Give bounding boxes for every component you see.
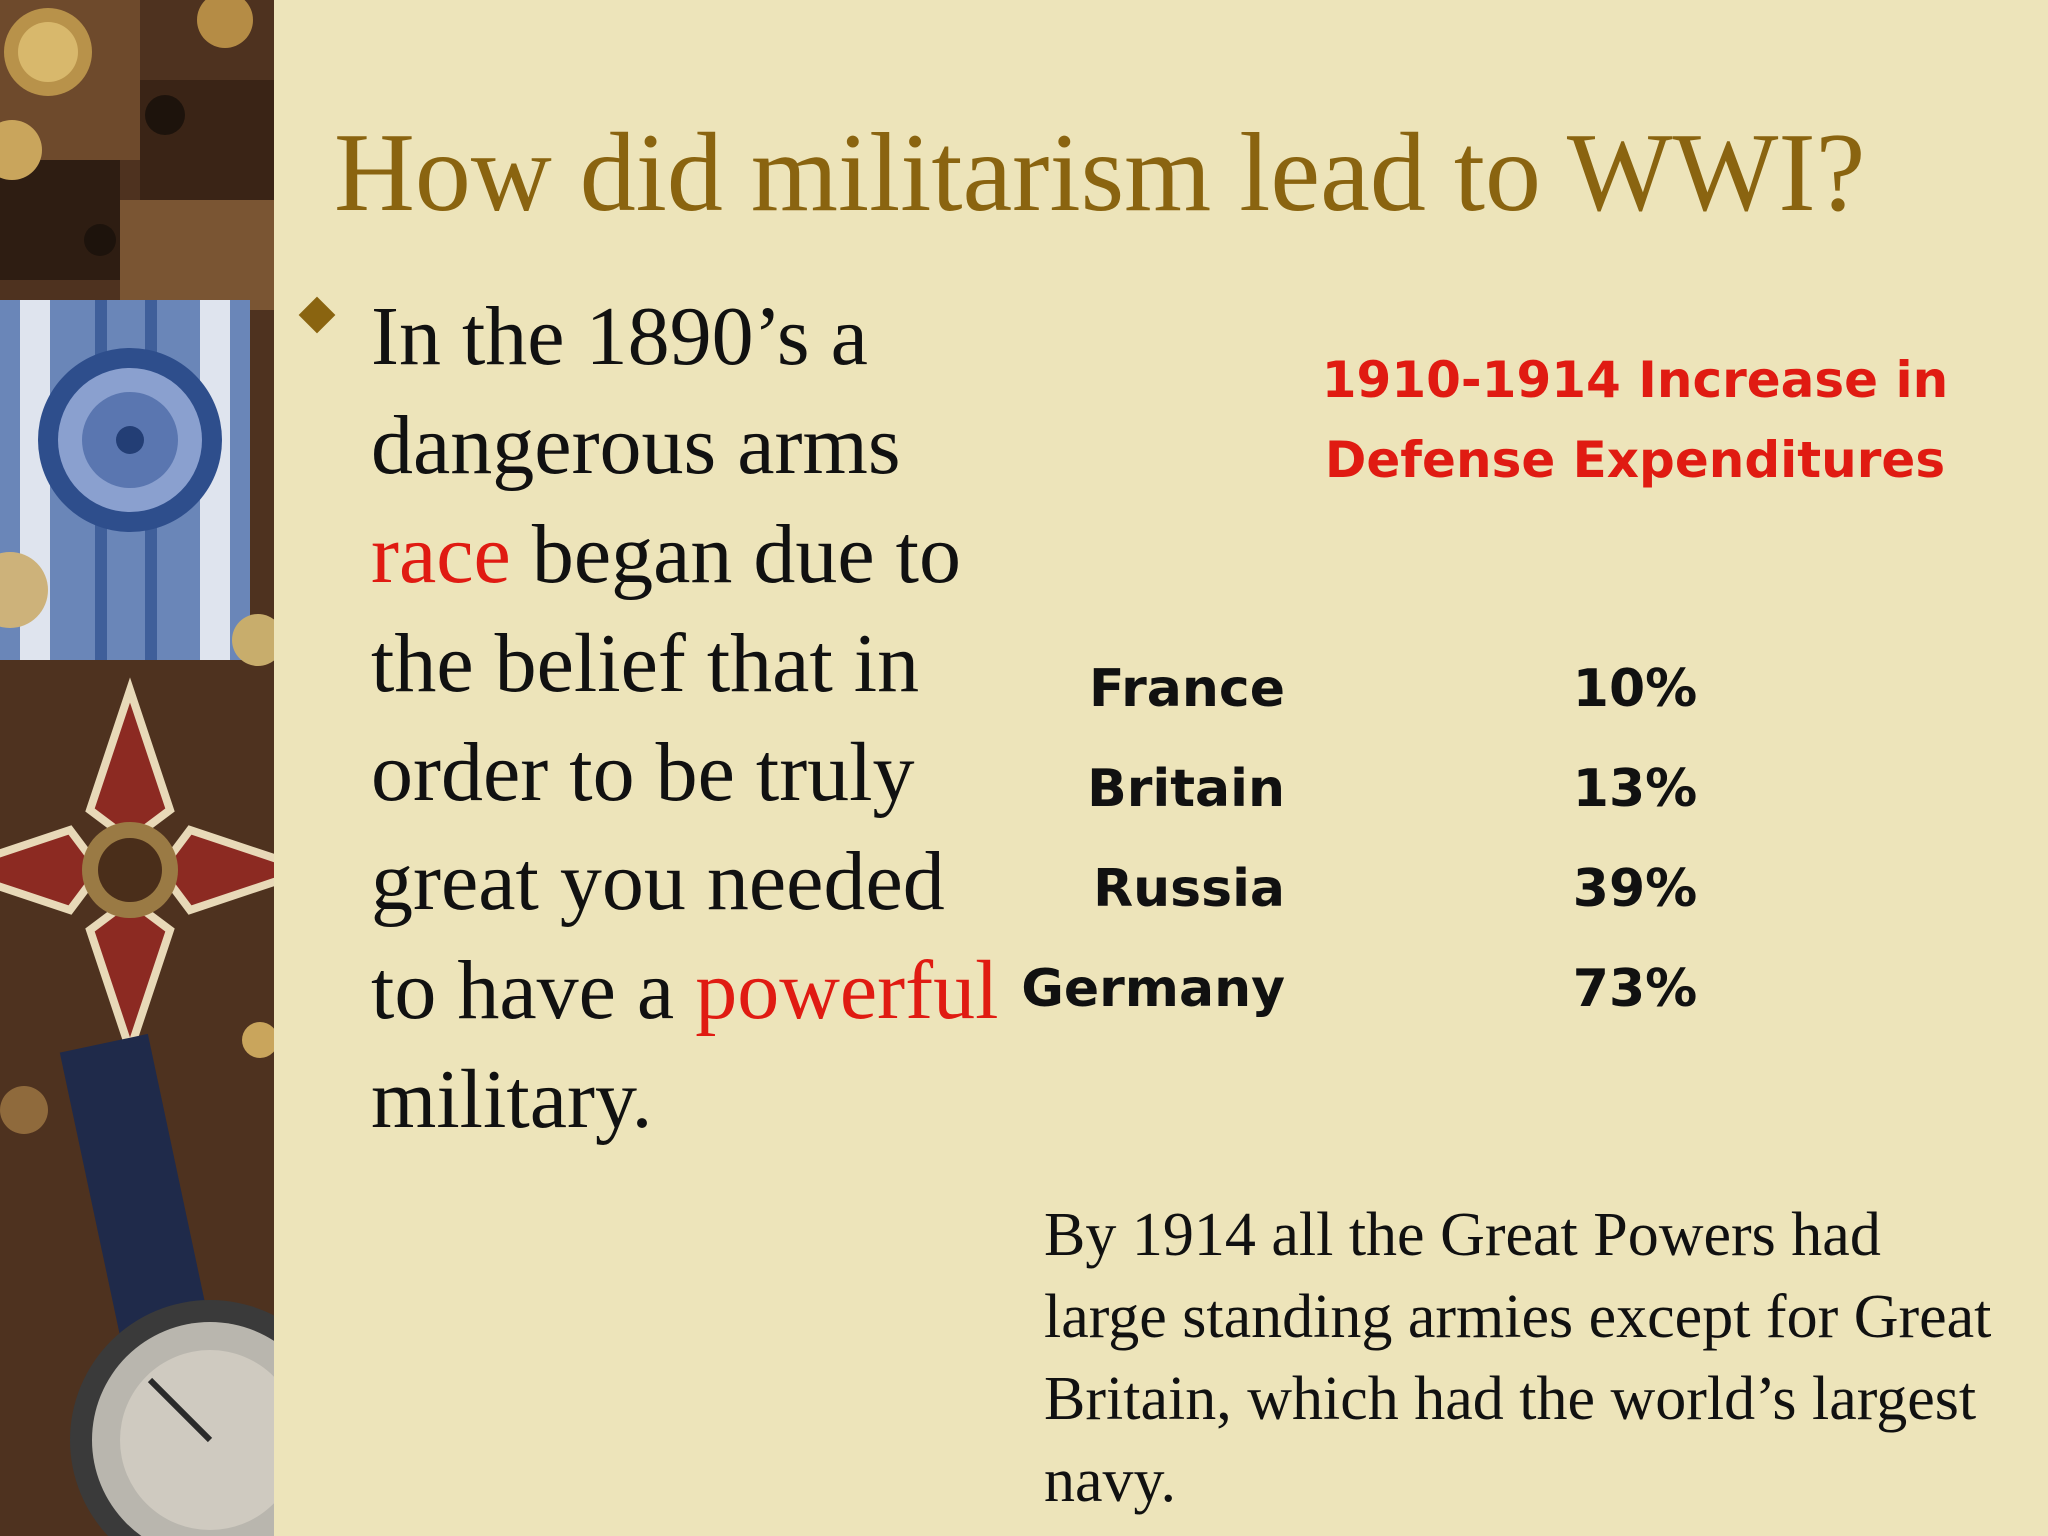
- chart-title: 1910-1914 Increase in Defense Expenditur…: [1321, 351, 1949, 489]
- medal-collage-image: [0, 0, 274, 1536]
- value-label-russia: 39%: [1573, 859, 1697, 919]
- footer-paragraph: By 1914 all the Great Powers had large s…: [1044, 1201, 1992, 1515]
- bullet-paragraph: In the 1890’s a dangerous arms race bega…: [371, 282, 1011, 1154]
- defense-expenditure-table: France 10% Britain 13% Russia 39% Germany 73%: [1021, 659, 1697, 1019]
- country-label-germany: Germany: [1021, 959, 1285, 1019]
- value-label-germany: 73%: [1573, 959, 1697, 1019]
- country-label-britain: Britain: [1087, 759, 1285, 819]
- bullet-text-part3: military.: [371, 1053, 653, 1146]
- value-label-britain: 13%: [1573, 759, 1697, 819]
- slide-title: How did militarism lead to WWI?: [334, 111, 1866, 235]
- decorative-medal-collage: [0, 0, 274, 1536]
- bullet-text-part1: In the 1890’s a dangerous arms: [371, 290, 901, 492]
- bullet-text-part2: began due to the belief that in order to…: [371, 508, 962, 1037]
- accent-word-race: race: [371, 508, 511, 601]
- diamond-bullet-icon: [298, 296, 336, 334]
- value-label-france: 10%: [1573, 659, 1697, 719]
- country-label-france: France: [1089, 659, 1285, 719]
- accent-word-powerful: powerful: [695, 944, 999, 1037]
- country-label-russia: Russia: [1093, 859, 1285, 919]
